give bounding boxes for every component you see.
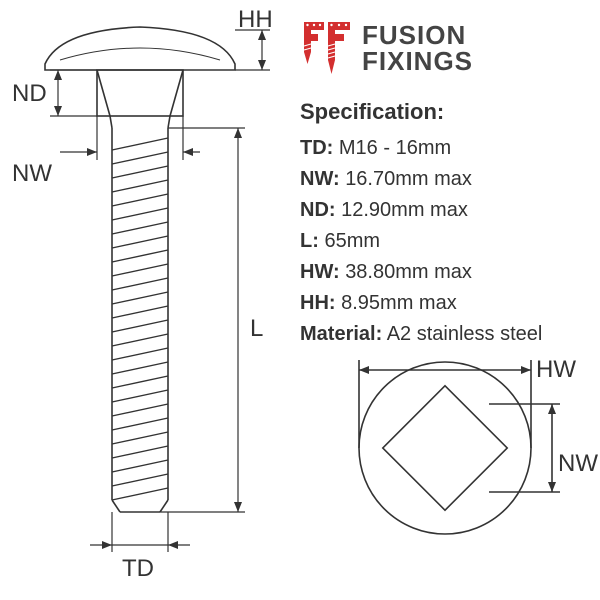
spec-row-nw: NW: 16.70mm max [300,164,542,195]
spec-value: A2 stainless steel [387,323,543,345]
label-nw: NW [12,160,52,188]
label-nd: ND [12,80,47,108]
spec-row-material: Material: A2 stainless steel [300,319,542,350]
brand-logo: FUSION FIXINGS [300,20,473,76]
spec-row-hh: HH: 8.95mm max [300,288,542,319]
spec-label: L: [300,230,319,252]
spec-label: TD: [300,137,333,159]
spec-row-l: L: 65mm [300,226,542,257]
diagram-canvas: HH ND NW L TD HW NW [0,0,600,600]
spec-label: HW: [300,261,340,283]
spec-label: HH: [300,292,336,314]
spec-row-hw: HW: 38.80mm max [300,257,542,288]
spec-value: M16 - 16mm [339,137,451,159]
logo-text-line1: FUSION [362,22,473,48]
logo-text-line2: FIXINGS [362,48,473,74]
spec-title: Specification: [300,95,542,129]
spec-value: 65mm [324,230,380,252]
specification-block: Specification: TD: M16 - 16mm NW: 16.70m… [300,95,542,350]
spec-label: Material: [300,323,382,345]
label-nw-top: NW [558,450,598,478]
label-hw-top: HW [536,356,576,384]
logo-icon [300,20,354,76]
spec-row-nd: ND: 12.90mm max [300,195,542,226]
spec-value: 16.70mm max [345,168,472,190]
label-hh: HH [238,6,273,34]
spec-row-td: TD: M16 - 16mm [300,133,542,164]
spec-label: NW: [300,168,340,190]
spec-value: 38.80mm max [345,261,472,283]
spec-label: ND: [300,199,336,221]
label-td: TD [122,555,154,583]
spec-value: 12.90mm max [341,199,468,221]
label-l: L [250,315,263,343]
spec-value: 8.95mm max [341,292,457,314]
